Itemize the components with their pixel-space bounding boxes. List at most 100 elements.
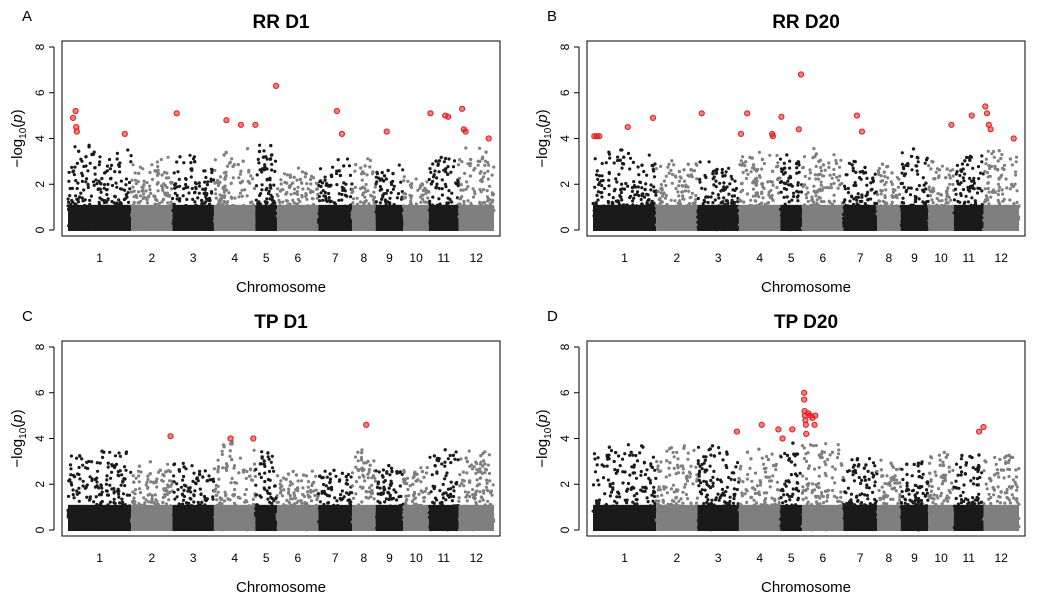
snp-point: [751, 210, 755, 214]
snp-point: [1014, 220, 1018, 224]
snp-point: [687, 189, 691, 193]
snp-point: [412, 216, 416, 220]
snp-point: [986, 149, 990, 153]
snp-point: [428, 202, 432, 206]
snp-point: [120, 497, 124, 501]
snp-point: [174, 505, 178, 509]
snp-point: [188, 513, 193, 518]
snp-point: [911, 147, 916, 151]
snp-point: [815, 189, 819, 193]
snp-point: [1014, 173, 1018, 177]
snp-point: [879, 208, 883, 212]
snp-point: [607, 213, 612, 217]
snp-point: [796, 222, 801, 226]
snp-point: [277, 198, 281, 202]
snp-point: [184, 523, 188, 527]
snp-point: [131, 474, 135, 478]
snp-point: [257, 149, 262, 154]
snp-point: [230, 516, 234, 520]
snp-point: [177, 177, 181, 181]
snp-point: [879, 204, 883, 208]
snp-point: [99, 214, 104, 218]
snp-point: [68, 194, 72, 198]
snp-point: [763, 205, 768, 209]
snp-point: [996, 182, 1001, 186]
snp-point: [913, 222, 917, 226]
snp-point: [923, 161, 927, 165]
snp-point: [944, 219, 948, 223]
snp-point: [803, 183, 807, 187]
snp-point: [846, 220, 850, 224]
snp-point: [654, 214, 659, 218]
snp-point: [438, 218, 442, 222]
snp-point: [626, 151, 631, 156]
snp-point: [254, 483, 258, 487]
snp-point: [693, 221, 697, 225]
snp-point: [330, 527, 334, 531]
snp-point: [204, 511, 208, 515]
snp-point: [211, 497, 215, 501]
snp-point: [464, 187, 468, 191]
y-tick-label: 2: [558, 181, 572, 188]
snp-point: [386, 219, 390, 223]
snp-point: [186, 214, 190, 218]
snp-point: [145, 181, 149, 185]
x-tick-label: 5: [788, 251, 795, 265]
snp-point: [123, 226, 127, 230]
snp-point: [832, 199, 836, 203]
snp-point: [997, 149, 1001, 153]
snp-point: [288, 480, 293, 484]
snp-point: [79, 210, 84, 214]
snp-point: [329, 173, 334, 177]
snp-point: [181, 493, 185, 497]
x-tick-label: 4: [756, 251, 763, 265]
snp-point: [640, 163, 644, 167]
snp-point: [440, 193, 444, 197]
snp-point: [88, 161, 92, 165]
y-axis-label: −log10(p): [534, 109, 554, 167]
snp-point: [154, 519, 158, 523]
snp-point: [223, 217, 227, 221]
snp-point: [815, 220, 819, 224]
snp-point: [227, 191, 231, 195]
snp-point: [101, 455, 105, 459]
snp-point: [226, 212, 230, 216]
snp-point: [363, 205, 367, 209]
snp-point: [737, 206, 741, 210]
snp-point: [221, 466, 225, 470]
snp-point: [117, 506, 122, 510]
snp-point: [900, 171, 904, 175]
snp-point: [278, 207, 282, 211]
snp-point: [944, 176, 948, 180]
snp-point: [345, 157, 350, 161]
snp-point: [187, 191, 191, 195]
snp-point: [476, 210, 480, 214]
snp-point: [378, 222, 382, 227]
snp-point: [817, 203, 821, 207]
snp-point: [1000, 152, 1004, 157]
snp-point: [219, 221, 223, 225]
snp-point: [666, 204, 670, 208]
snp-point: [125, 217, 129, 221]
significant-snp-point: [121, 130, 128, 137]
snp-point: [341, 511, 345, 515]
snp-point: [233, 503, 238, 507]
snp-point: [778, 157, 783, 161]
snp-point: [141, 207, 145, 211]
snp-point: [134, 517, 138, 521]
snp-point: [677, 169, 682, 174]
snp-point: [285, 498, 289, 502]
snp-point: [295, 501, 299, 505]
snp-point: [628, 213, 633, 217]
snp-point: [468, 161, 472, 166]
snp-point: [300, 524, 304, 528]
snp-point: [631, 160, 636, 164]
snp-point: [234, 213, 238, 217]
snp-point: [888, 222, 892, 226]
snp-point: [197, 181, 201, 185]
snp-point: [171, 221, 175, 225]
snp-point: [915, 169, 919, 173]
snp-point: [187, 487, 191, 491]
snp-point: [222, 190, 226, 194]
snp-point: [329, 225, 333, 229]
